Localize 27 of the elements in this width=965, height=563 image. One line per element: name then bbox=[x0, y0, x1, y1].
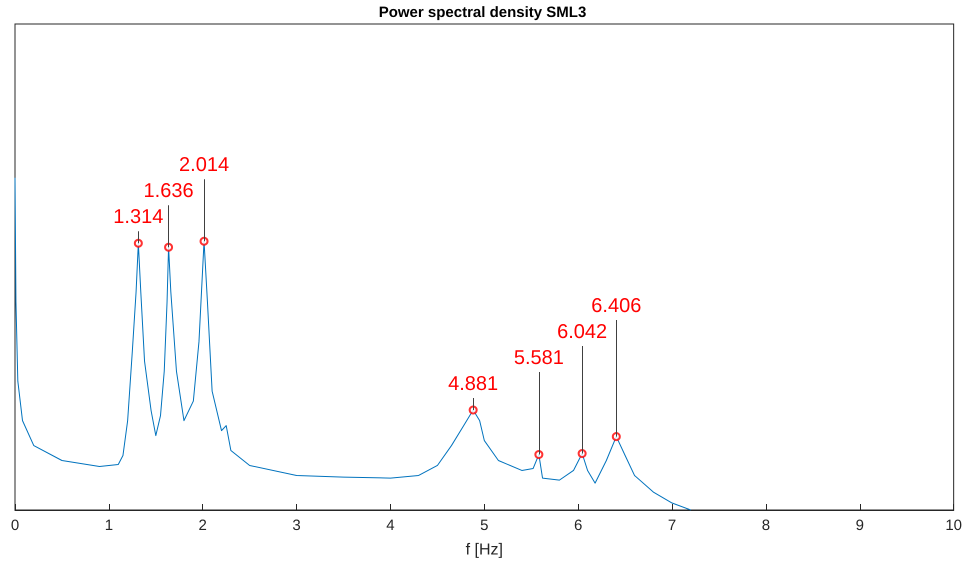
point bbox=[612, 432, 621, 442]
annotation: 2.014 bbox=[179, 154, 230, 176]
point bbox=[200, 236, 209, 246]
x-tick-label: 9 bbox=[856, 517, 864, 534]
point bbox=[164, 242, 174, 252]
x-tick-label: 8 bbox=[762, 517, 770, 534]
x-tick-label: 10 bbox=[945, 517, 962, 534]
x-tick-label: 6 bbox=[574, 517, 582, 534]
x-tick-label: 3 bbox=[292, 517, 301, 534]
x-tick-label: 0 bbox=[10, 517, 20, 534]
x-tick-label: 2 bbox=[198, 517, 207, 534]
point bbox=[578, 449, 587, 458]
chart-title: Power spectral density SML3 bbox=[378, 4, 586, 21]
annotation: 6.042 bbox=[557, 321, 608, 344]
x-tick-label: 5 bbox=[480, 517, 488, 534]
x-tick-label: 1 bbox=[104, 517, 114, 534]
annotation: 5.581 bbox=[514, 347, 564, 370]
x-axis-title: f [Hz] bbox=[466, 542, 503, 558]
point bbox=[134, 238, 143, 248]
x-tick-label: 7 bbox=[668, 517, 676, 534]
annotation: 6.406 bbox=[591, 295, 642, 318]
annotation: 4.881 bbox=[448, 373, 498, 396]
point bbox=[534, 450, 544, 460]
x-tick-label: 4 bbox=[386, 517, 395, 534]
annotation: 1.314 bbox=[113, 206, 164, 228]
point bbox=[468, 406, 478, 415]
annotation: 1.636 bbox=[144, 180, 194, 202]
